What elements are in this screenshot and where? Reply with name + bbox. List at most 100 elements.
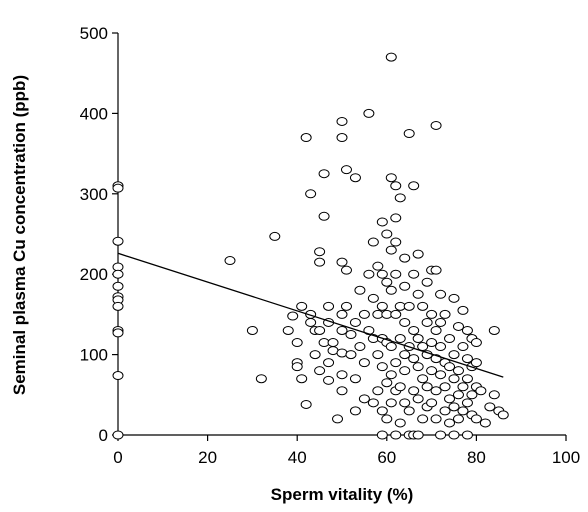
data-point	[336, 257, 348, 267]
data-point	[466, 390, 478, 400]
data-point	[426, 338, 438, 348]
data-point	[448, 350, 460, 360]
data-point	[376, 430, 388, 440]
data-point	[345, 330, 357, 339]
x-axis-ticks: 0 20 40 60 80 100	[113, 435, 580, 467]
data-point	[314, 325, 326, 335]
data-point	[408, 325, 420, 335]
x-tick-label: 100	[552, 448, 580, 467]
data-point	[323, 358, 335, 368]
trendline	[117, 252, 504, 378]
data-point	[224, 256, 236, 266]
data-point	[385, 52, 397, 62]
data-point	[305, 317, 317, 327]
data-point	[323, 301, 335, 311]
data-point	[112, 183, 124, 193]
data-point	[336, 370, 348, 380]
data-point	[363, 269, 375, 279]
data-point	[457, 406, 469, 416]
data-point	[430, 386, 442, 396]
data-point	[282, 325, 294, 335]
data-point	[349, 173, 361, 183]
data-point	[372, 261, 384, 271]
y-tick-label: 400	[80, 104, 108, 123]
data-point	[300, 133, 312, 143]
data-point	[349, 317, 361, 327]
data-point	[300, 399, 312, 409]
data-point	[461, 398, 473, 408]
y-tick-label: 200	[80, 265, 108, 284]
data-point	[318, 211, 330, 221]
data-point	[470, 338, 482, 348]
data-point	[461, 430, 473, 440]
data-point	[444, 362, 456, 372]
data-point	[408, 354, 420, 364]
x-tick-label: 60	[377, 448, 396, 467]
data-point	[448, 402, 460, 412]
data-point	[412, 430, 424, 440]
data-point	[385, 370, 397, 380]
y-tick-label: 300	[80, 185, 108, 204]
data-point	[439, 406, 451, 416]
data-point	[385, 285, 397, 295]
data-point	[408, 181, 420, 191]
data-point	[435, 342, 447, 352]
data-point	[435, 289, 447, 299]
data-point	[367, 398, 379, 408]
data-point	[412, 334, 424, 344]
data-point	[340, 301, 352, 311]
data-point	[403, 406, 415, 416]
data-point	[336, 309, 348, 319]
data-point	[332, 414, 344, 424]
data-point	[394, 193, 406, 203]
data-point	[305, 189, 317, 199]
data-point	[309, 350, 321, 360]
data-point	[475, 386, 487, 396]
data-point	[426, 309, 438, 319]
data-point	[421, 382, 433, 392]
data-point	[497, 410, 509, 420]
data-point	[112, 269, 124, 279]
data-point	[381, 229, 393, 239]
data-point	[296, 301, 308, 311]
data-point	[452, 414, 464, 424]
data-point	[470, 358, 482, 368]
data-point	[390, 269, 402, 279]
data-point	[349, 406, 361, 416]
data-point	[417, 301, 429, 311]
data-point	[426, 366, 438, 376]
data-point	[390, 430, 402, 440]
data-point	[461, 374, 473, 384]
data-point	[457, 342, 469, 352]
data-point	[403, 301, 415, 311]
data-point	[417, 374, 429, 384]
data-point	[367, 237, 379, 247]
data-point	[430, 414, 442, 424]
data-point	[448, 374, 460, 384]
data-point	[426, 398, 438, 408]
data-point	[336, 348, 348, 358]
data-point	[435, 317, 447, 327]
data-point	[372, 386, 384, 396]
data-point	[444, 334, 456, 344]
data-point	[314, 247, 326, 257]
data-point	[112, 328, 124, 338]
data-point	[381, 414, 393, 424]
data-point	[112, 281, 124, 291]
data-point	[448, 430, 460, 440]
data-point	[435, 370, 447, 380]
data-point	[457, 382, 469, 392]
data-point	[112, 236, 124, 246]
x-axis-title: Sperm vitality (%)	[271, 485, 414, 504]
data-point	[367, 293, 379, 303]
y-tick-label: 100	[80, 346, 108, 365]
data-point	[448, 293, 460, 303]
data-points	[112, 52, 509, 440]
data-point	[417, 342, 429, 352]
data-point	[479, 418, 491, 428]
data-point	[399, 281, 411, 291]
data-point	[390, 309, 402, 319]
data-point	[412, 362, 424, 372]
data-point	[376, 406, 388, 416]
